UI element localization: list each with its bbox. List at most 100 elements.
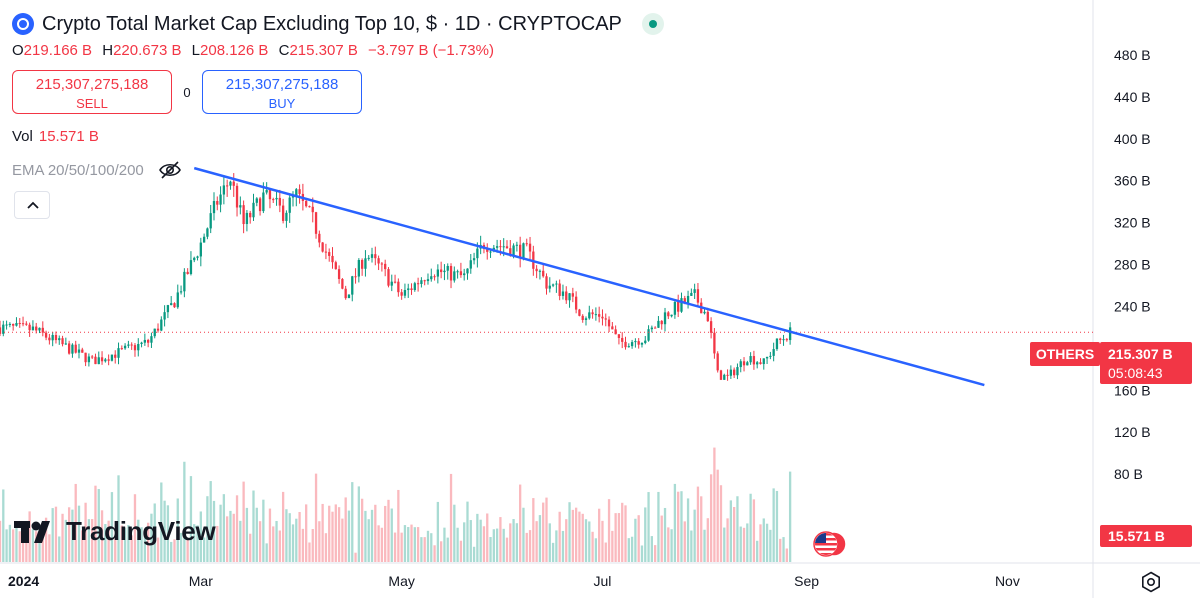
volume-bars <box>0 447 792 562</box>
candle-body <box>627 346 630 348</box>
candle-body <box>673 301 677 315</box>
volume-legend[interactable]: Vol 15.571 B <box>12 128 99 145</box>
candle-body <box>515 244 519 246</box>
candle-body <box>61 338 64 345</box>
eye-off-icon[interactable] <box>158 160 182 180</box>
trendline[interactable] <box>193 166 985 387</box>
volume-bar <box>252 490 255 562</box>
volume-bar <box>337 507 341 562</box>
candle-body <box>21 323 25 325</box>
candle-body <box>509 248 512 256</box>
indicator-legend[interactable]: EMA 20/50/100/200 <box>12 160 182 180</box>
candle-body <box>785 339 788 341</box>
price-axis[interactable]: 480 B 440 B 400 B 360 B 320 B 280 B 240 B 160 B… <box>1114 47 1151 482</box>
candle-body <box>84 352 87 363</box>
candle-body <box>680 298 683 312</box>
volume-bar <box>110 492 114 562</box>
volume-bar <box>189 476 193 562</box>
volume-bar <box>719 485 723 562</box>
y-tick-label: 280 B <box>1114 257 1151 273</box>
candle-body <box>749 356 752 363</box>
candle-body <box>726 374 729 376</box>
symbol-logo-icon[interactable] <box>12 13 34 35</box>
collapse-legend-button[interactable] <box>14 191 50 219</box>
candle-body <box>407 288 410 291</box>
volume-bar <box>630 536 634 562</box>
chart-title[interactable]: Crypto Total Market Cap Excluding Top 10… <box>42 13 622 35</box>
candle-body <box>420 280 423 284</box>
y-tick-label: 480 B <box>1114 47 1151 63</box>
candle-body <box>242 205 245 225</box>
candle-body <box>535 268 538 272</box>
candle-body <box>430 276 433 280</box>
volume-bar <box>281 491 285 562</box>
volume-bar <box>505 537 509 562</box>
candle-body <box>779 338 782 341</box>
us-flag-icon[interactable] <box>806 530 848 558</box>
candle-body <box>459 271 463 276</box>
volume-bar <box>0 520 2 562</box>
candle-body <box>334 262 337 270</box>
volume-bar <box>509 523 512 562</box>
volume-bar <box>739 526 742 562</box>
volume-bar <box>677 491 680 562</box>
candle-body <box>265 190 268 193</box>
buy-button[interactable]: 215,307,275,188 BUY <box>202 70 362 114</box>
candle-body <box>239 205 242 208</box>
candle-body <box>393 281 397 283</box>
candle-body <box>663 312 667 325</box>
candle-body <box>677 301 680 312</box>
volume-bar <box>298 512 301 562</box>
candles <box>0 173 792 381</box>
candle-body <box>12 323 15 326</box>
candle-body <box>179 291 183 293</box>
volume-bar <box>324 533 328 562</box>
candle-body <box>772 349 775 356</box>
volume-bar <box>130 535 133 562</box>
volume-bar <box>449 473 453 562</box>
candle-body <box>133 345 137 351</box>
tradingview-logo[interactable]: TradingView <box>14 516 216 547</box>
candle-body <box>387 269 390 286</box>
volume-bar <box>706 518 709 562</box>
candle-body <box>117 348 120 358</box>
symbol-tag: OTHERS <box>1030 342 1100 366</box>
time-axis[interactable]: 2024 Mar May Jul Sep Nov <box>8 573 1020 589</box>
volume-bar <box>166 505 170 562</box>
candle-body <box>199 242 202 257</box>
candle-body <box>311 206 314 213</box>
candle-body <box>650 327 654 330</box>
volume-bar <box>107 520 110 562</box>
volume-bar <box>650 536 654 562</box>
candle-body <box>374 254 377 259</box>
candle-body <box>28 324 31 331</box>
candle-body <box>555 283 558 285</box>
volume-bar <box>5 529 8 562</box>
volume-bar <box>723 527 726 562</box>
candle-body <box>341 279 344 289</box>
candle-body <box>364 258 367 269</box>
volume-bar <box>660 515 663 562</box>
volume-bar <box>489 537 492 562</box>
volume-bar <box>756 540 759 562</box>
gear-icon[interactable] <box>1140 571 1162 593</box>
market-status-icon[interactable] <box>641 13 664 35</box>
candle-body <box>232 181 235 186</box>
sell-button[interactable]: 215,307,275,188 SELL <box>12 70 172 114</box>
candle-body <box>170 303 173 306</box>
volume-bar <box>742 527 746 562</box>
candle-body <box>226 185 229 187</box>
candle-body <box>219 194 222 205</box>
volume-bar <box>591 531 594 562</box>
volume-bar <box>143 535 147 562</box>
volume-bar <box>38 530 41 562</box>
buy-price: 215,307,275,188 <box>225 76 339 93</box>
candle-body <box>719 370 723 380</box>
candle-body <box>736 367 739 376</box>
candle-body <box>216 201 219 205</box>
volume-bar <box>532 498 535 562</box>
volume-bar <box>41 528 44 562</box>
candle-body <box>703 311 706 314</box>
volume-bar <box>772 488 775 562</box>
